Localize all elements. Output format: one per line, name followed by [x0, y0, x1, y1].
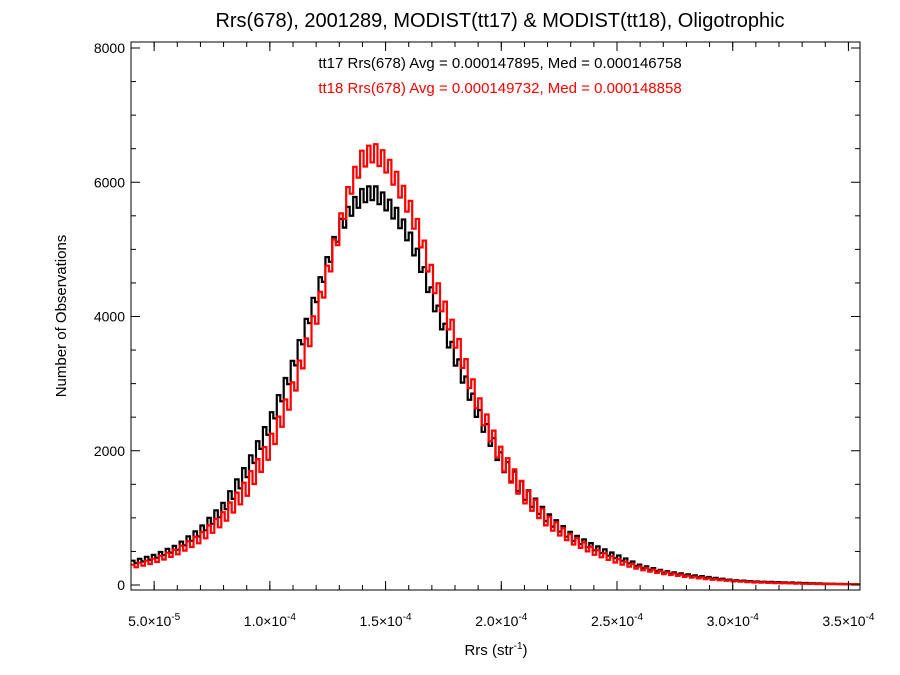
x-tick-label: 2.0×10-4: [475, 612, 528, 629]
x-tick-label: 1.0×10-4: [244, 612, 297, 629]
y-tick-label: 6000: [94, 174, 125, 190]
y-tick-label: 2000: [94, 443, 125, 459]
series-0-line: [131, 185, 860, 586]
x-tick-mantissa: 3.0×10: [707, 613, 750, 629]
x-tick-exponent: -4: [866, 612, 875, 623]
x-axis-label-base: Rrs (str: [464, 642, 513, 659]
x-tick-mantissa: 3.5×10: [822, 613, 865, 629]
y-tick-label: 8000: [94, 40, 125, 56]
plot-frame: [130, 41, 861, 591]
x-tick-exponent: -5: [171, 612, 180, 623]
x-axis-label: Rrs (str-1): [464, 641, 527, 659]
chart-title: Rrs(678), 2001289, MODIST(tt17) & MODIST…: [215, 10, 784, 32]
y-tick-label: 4000: [94, 309, 125, 325]
x-tick-mantissa: 2.0×10: [475, 613, 518, 629]
x-tick-label: 1.5×10-4: [360, 612, 413, 629]
x-tick-mantissa: 2.5×10: [591, 613, 634, 629]
y-axis-label: Number of Observations: [53, 235, 70, 398]
x-tick-exponent: -4: [750, 612, 759, 623]
x-tick-exponent: -4: [518, 612, 527, 623]
x-tick-exponent: -4: [634, 612, 643, 623]
y-tick-label: 0: [117, 577, 125, 593]
series-layer: [131, 143, 860, 586]
x-tick-exponent: -4: [287, 612, 296, 623]
annotation-tt18: tt18 Rrs(678) Avg = 0.000149732, Med = 0…: [318, 80, 681, 97]
x-tick-label: 5.0×10-5: [128, 612, 181, 629]
x-tick-exponent: -4: [403, 612, 412, 623]
x-axis-label-sup: -1: [514, 641, 523, 652]
x-tick-label: 3.5×10-4: [822, 612, 875, 629]
series-1-line: [131, 143, 860, 586]
x-tick-label: 3.0×10-4: [707, 612, 760, 629]
x-axis-label-end: ): [523, 642, 528, 659]
x-tick-mantissa: 1.5×10: [360, 613, 403, 629]
annotation-tt17: tt17 Rrs(678) Avg = 0.000147895, Med = 0…: [318, 55, 681, 72]
x-tick-mantissa: 1.0×10: [244, 613, 287, 629]
x-tick-label: 2.5×10-4: [591, 612, 644, 629]
x-tick-mantissa: 5.0×10: [128, 613, 171, 629]
